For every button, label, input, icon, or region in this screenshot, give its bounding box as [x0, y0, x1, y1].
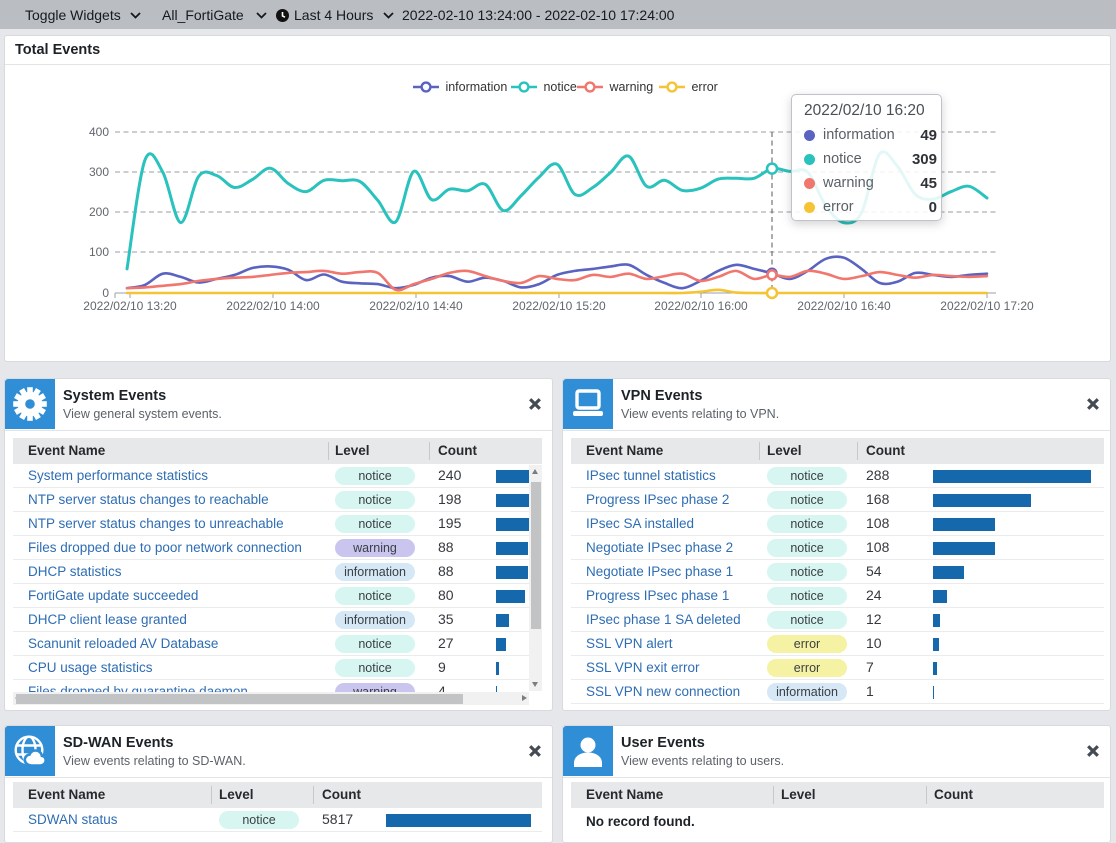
svg-text:400: 400 [89, 125, 109, 139]
svg-text:2022/02/10 14:00: 2022/02/10 14:00 [226, 299, 320, 313]
svg-text:2022/02/10 14:40: 2022/02/10 14:40 [369, 299, 463, 313]
svg-text:0: 0 [102, 286, 109, 300]
svg-text:2022/02/10 17:20: 2022/02/10 17:20 [940, 299, 1034, 313]
svg-text:100: 100 [89, 245, 109, 259]
svg-text:2022/02/10 16:00: 2022/02/10 16:00 [654, 299, 748, 313]
svg-text:200: 200 [89, 205, 109, 219]
svg-text:300: 300 [89, 165, 109, 179]
svg-text:2022/02/10 15:20: 2022/02/10 15:20 [512, 299, 606, 313]
svg-text:2022/02/10 16:40: 2022/02/10 16:40 [797, 299, 891, 313]
svg-text:2022/02/10 13:20: 2022/02/10 13:20 [83, 299, 177, 313]
